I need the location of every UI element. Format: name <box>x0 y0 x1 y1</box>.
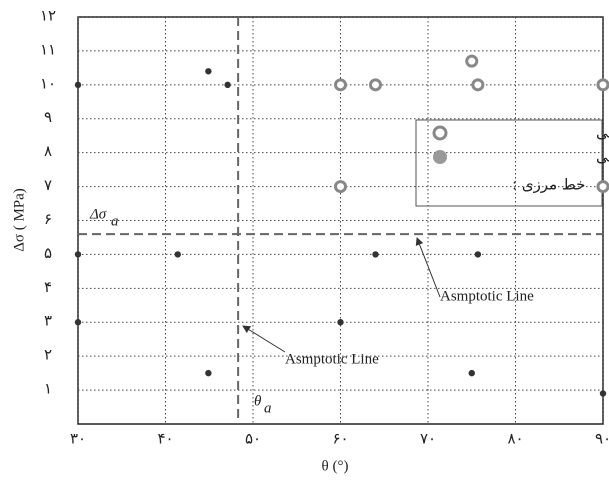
point <box>74 81 82 89</box>
annotation-arrow <box>242 325 286 353</box>
legend-label: عدم قطع شدگی <box>596 148 609 166</box>
point <box>334 180 347 194</box>
legend-marker <box>432 125 448 141</box>
point <box>74 319 82 326</box>
legend-marker <box>433 150 447 164</box>
y-tick-label: ۵ <box>44 246 52 262</box>
y-tick-label: ۳ <box>44 314 52 330</box>
y-tick-label: ۱۲ <box>40 8 56 24</box>
annotation-text: Asmptotic Line <box>285 351 379 367</box>
point <box>334 78 347 92</box>
x-tick-label: ۵۰ <box>245 431 261 447</box>
y-tick-label: ۶ <box>44 212 52 228</box>
annotation-text: Asmptotic Line <box>440 288 534 304</box>
annotation-subscript: a <box>111 213 119 229</box>
y-tick-label: ۸ <box>44 144 52 160</box>
annotation-subscript: a <box>264 400 272 416</box>
x-tick-label: ۳۰ <box>70 431 86 447</box>
point <box>474 251 482 258</box>
x-tick-label: ۹۰ <box>595 431 609 447</box>
y-tick-label: ۱۱ <box>40 42 56 58</box>
point <box>205 369 212 377</box>
x-tick-label: ۷۰ <box>420 431 436 447</box>
x-tick-label: ۶۰ <box>332 431 348 447</box>
point <box>468 369 475 377</box>
point <box>74 251 82 258</box>
point <box>369 78 382 92</box>
point <box>465 54 479 68</box>
annotation-symbol: θ <box>254 393 262 409</box>
y-tick-label: ۴ <box>44 280 52 296</box>
y-tick-label: ۲ <box>44 348 52 364</box>
x-tick-label: ۴۰ <box>157 431 173 447</box>
point <box>205 68 212 75</box>
x-tick-label: ۸۰ <box>507 431 523 447</box>
legend-label: خط مرزی : <box>512 176 585 194</box>
x-axis-label: θ (°) <box>322 458 349 474</box>
legend-label: قطع شدگی <box>596 124 609 142</box>
y-axis-label: Δσ ( MPa) <box>11 188 27 252</box>
point <box>372 251 379 258</box>
point <box>596 180 609 194</box>
point <box>174 251 181 258</box>
y-tick-label: ۷ <box>44 178 52 194</box>
point <box>224 81 231 89</box>
y-tick-label: ۱۰ <box>40 76 56 92</box>
point <box>471 78 485 92</box>
y-tick-label: ۹ <box>44 110 52 126</box>
point <box>337 319 344 326</box>
annotation-arrow <box>415 237 441 298</box>
point <box>596 78 609 92</box>
y-tick-label: ۱ <box>44 382 52 398</box>
point <box>599 390 607 397</box>
annotation-symbol: Δσ <box>89 206 107 222</box>
